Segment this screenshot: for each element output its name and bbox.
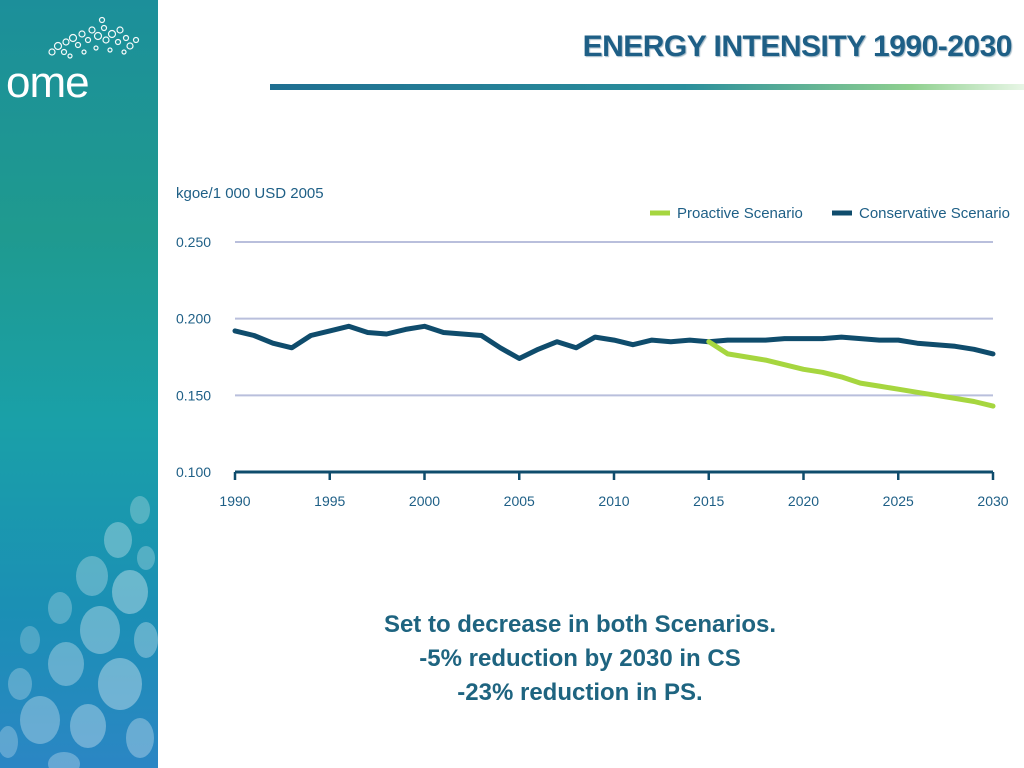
page-title: ENERGY INTENSITY 1990-2030 xyxy=(582,30,1013,63)
y-tick-label: 0.100 xyxy=(176,464,211,480)
title-divider xyxy=(270,84,1024,90)
x-tick-label: 2000 xyxy=(409,493,440,509)
caption-line-3: -23% reduction in PS. xyxy=(457,679,703,706)
x-tick-label: 1990 xyxy=(219,493,250,509)
conservative-series-line xyxy=(232,323,996,361)
summary-caption: Set to decrease in both Scenarios. -5% r… xyxy=(230,608,930,710)
x-tick-label: 2010 xyxy=(598,493,629,509)
y-tick-label: 0.150 xyxy=(176,387,211,403)
ome-logo-text: ome xyxy=(6,58,90,107)
x-tick-label: 2020 xyxy=(788,493,819,509)
series-lines xyxy=(232,323,996,409)
x-tick-label: 2015 xyxy=(693,493,724,509)
energy-intensity-line-chart: kgoe/1 000 USD 2005 0.250 0.200 0.150 0.100… xyxy=(176,185,1010,509)
x-tick-label: 2025 xyxy=(883,493,914,509)
y-axis-ticks: 0.250 0.200 0.150 0.100 xyxy=(176,234,211,480)
proactive-series-line xyxy=(706,339,996,409)
grid-lines xyxy=(235,241,993,397)
x-tick-label: 1995 xyxy=(314,493,345,509)
y-tick-label: 0.250 xyxy=(176,234,211,250)
legend-label: Proactive Scenario xyxy=(677,205,803,222)
legend-label: Conservative Scenario xyxy=(859,205,1010,222)
x-tick-label: 2005 xyxy=(504,493,535,509)
x-axis: 1990 1995 2000 2005 2010 2015 2020 2025 2030 xyxy=(219,470,1009,509)
caption-line-2: -5% reduction by 2030 in CS xyxy=(419,645,741,672)
decorative-bubbles xyxy=(0,496,158,768)
caption-line-1: Set to decrease in both Scenarios. xyxy=(383,611,777,638)
mediterranean-map-logo-icon xyxy=(48,16,140,59)
y-tick-label: 0.200 xyxy=(176,311,211,327)
x-tick-label: 2030 xyxy=(977,493,1008,509)
y-axis-label: kgoe/1 000 USD 2005 xyxy=(176,185,324,202)
sidebar-panel: ome xyxy=(0,0,158,768)
chart-legend: Proactive Scenario Conservative Scenario xyxy=(650,205,1010,222)
